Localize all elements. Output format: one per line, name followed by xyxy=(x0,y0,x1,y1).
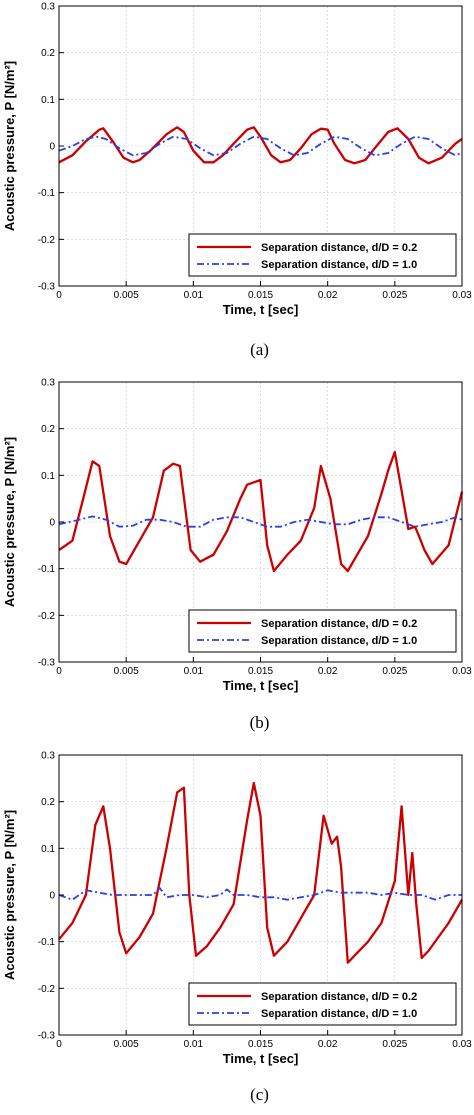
x-tick-label: 0.02 xyxy=(318,290,338,301)
x-axis-title: Time, t [sec] xyxy=(223,678,299,693)
x-tick-label: 0.015 xyxy=(248,1039,273,1050)
legend-label-2: Separation distance, d/D = 1.0 xyxy=(261,1008,417,1020)
x-tick-label: 0.01 xyxy=(184,290,204,301)
y-tick-label: -0.1 xyxy=(38,188,56,199)
x-axis-title: Time, t [sec] xyxy=(223,302,299,317)
y-tick-label: -0.2 xyxy=(38,611,56,622)
series-line-2 xyxy=(58,135,463,157)
x-tick-label: 0.005 xyxy=(114,1039,139,1050)
chart-panel-1: 0 0.005 0.01 0.015 0.02 0.025 0.03 -0.3 -0.2 -0.1… xyxy=(2,2,472,360)
y-tick-label: 0.2 xyxy=(41,424,55,435)
series-line-1 xyxy=(58,450,464,573)
legend: Separation distance, d/D = 0.2 Separation… xyxy=(188,233,457,277)
x-tick-label: 0.025 xyxy=(382,666,407,677)
x-tick-label: 0.03 xyxy=(452,290,472,301)
y-tick-label: 0.3 xyxy=(41,378,55,389)
y-tick-label: 0.3 xyxy=(41,751,55,762)
y-tick-label: 0.1 xyxy=(41,95,55,106)
legend-label-2: Separation distance, d/D = 1.0 xyxy=(261,635,417,647)
x-tick-label: 0 xyxy=(56,666,62,677)
y-tick-label: 0.2 xyxy=(41,48,55,59)
y-tick-label: -0.3 xyxy=(38,282,56,293)
y-tick-label: 0 xyxy=(49,518,55,529)
y-tick-label: -0.2 xyxy=(38,984,56,995)
x-tick-label: 0.015 xyxy=(248,666,273,677)
x-tick-label: 0.025 xyxy=(382,1039,407,1050)
legend-box xyxy=(188,233,457,277)
series-line-2 xyxy=(58,887,462,901)
legend-label-1: Separation distance, d/D = 0.2 xyxy=(261,242,417,254)
chart-panel-2: 0 0.005 0.01 0.015 0.02 0.025 0.03 -0.3 -0.2 -0.1… xyxy=(2,378,472,733)
x-axis-title: Time, t [sec] xyxy=(223,1051,299,1066)
legend: Separation distance, d/D = 0.2 Separation… xyxy=(188,982,457,1026)
panel-caption: (c) xyxy=(250,1085,269,1104)
series-line-2 xyxy=(58,515,463,528)
x-tick-label: 0.03 xyxy=(452,666,472,677)
y-tick-label: 0.1 xyxy=(41,471,55,482)
y-axis-title: Acoustic pressure, P [N/m²] xyxy=(2,437,17,607)
y-tick-label: -0.2 xyxy=(38,235,56,246)
y-tick-label: -0.1 xyxy=(38,937,56,948)
legend-label-1: Separation distance, d/D = 0.2 xyxy=(261,991,417,1003)
legend: Separation distance, d/D = 0.2 Separation… xyxy=(188,609,457,653)
y-tick-label: 0 xyxy=(49,891,55,902)
series-line-1 xyxy=(58,126,463,165)
legend-label-1: Separation distance, d/D = 0.2 xyxy=(261,618,417,630)
y-tick-label: 0 xyxy=(49,142,55,153)
y-tick-label: 0.1 xyxy=(41,844,55,855)
y-axis-title: Acoustic pressure, P [N/m²] xyxy=(2,61,17,231)
x-tick-label: 0 xyxy=(56,1039,62,1050)
y-axis-title: Acoustic pressure, P [N/m²] xyxy=(2,810,17,980)
y-tick-label: 0.3 xyxy=(41,2,55,13)
x-tick-label: 0 xyxy=(56,290,62,301)
x-tick-label: 0.01 xyxy=(184,1039,204,1050)
legend-box xyxy=(188,982,457,1026)
panel-caption: (b) xyxy=(250,713,270,732)
x-tick-label: 0.02 xyxy=(318,1039,338,1050)
chart-panel-3: 0 0.005 0.01 0.015 0.02 0.025 0.03 -0.3 -0.2 -0.1… xyxy=(2,751,472,1105)
x-tick-label: 0.02 xyxy=(318,666,338,677)
x-tick-label: 0.03 xyxy=(452,1039,472,1050)
legend-box xyxy=(188,609,457,653)
panel-caption: (a) xyxy=(250,340,269,359)
x-tick-label: 0.005 xyxy=(114,666,139,677)
y-tick-label: -0.1 xyxy=(38,564,56,575)
y-tick-label: -0.3 xyxy=(38,658,56,669)
legend-label-2: Separation distance, d/D = 1.0 xyxy=(261,259,417,271)
x-tick-label: 0.01 xyxy=(184,666,204,677)
y-tick-label: -0.3 xyxy=(38,1031,56,1042)
series-line-1 xyxy=(58,781,463,964)
y-tick-label: 0.2 xyxy=(41,797,55,808)
x-tick-label: 0.025 xyxy=(382,290,407,301)
x-tick-label: 0.015 xyxy=(248,290,273,301)
x-tick-label: 0.005 xyxy=(114,290,139,301)
